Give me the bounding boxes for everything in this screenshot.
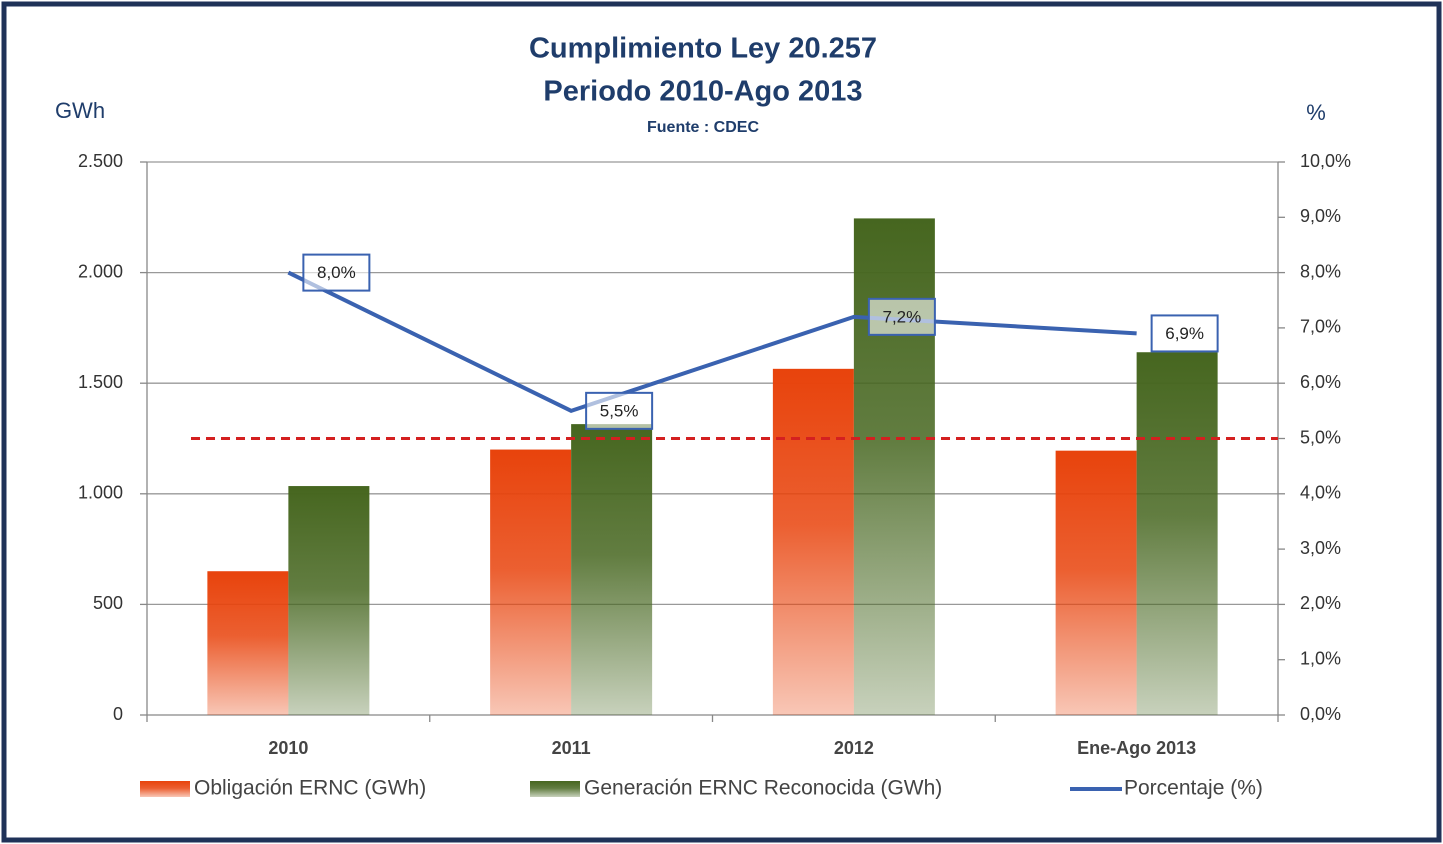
bar <box>1055 450 1137 715</box>
y2-tick-label: 2,0% <box>1300 593 1341 613</box>
bar <box>490 449 572 715</box>
data-label: 5,5% <box>600 401 639 420</box>
chart-subtitle: Fuente : CDEC <box>647 119 759 136</box>
legend-swatch <box>530 781 580 797</box>
y-tick-label: 2.000 <box>78 261 123 281</box>
y2-tick-label: 10,0% <box>1300 151 1351 171</box>
legend-swatch <box>140 781 190 797</box>
data-label: 8,0% <box>317 263 356 282</box>
line <box>287 270 1137 414</box>
bar <box>853 218 935 715</box>
y2-tick-label: 5,0% <box>1300 427 1341 447</box>
legend-label: Generación ERNC Reconocida (GWh) <box>584 777 942 800</box>
y2-axis-label: % <box>1306 100 1326 125</box>
y-tick-label: 1.000 <box>78 483 123 503</box>
chart-title: Periodo 2010-Ago 2013 <box>543 76 862 108</box>
y2-tick-label: 6,0% <box>1300 372 1341 392</box>
bar <box>288 486 370 715</box>
data-label: 7,2% <box>883 307 922 326</box>
data-label-box <box>302 253 371 292</box>
y-tick-label: 500 <box>93 593 123 613</box>
y2-tick-label: 7,0% <box>1300 317 1341 337</box>
x-tick-label: Ene-Ago 2013 <box>1077 738 1196 758</box>
x-tick-label: 2010 <box>268 738 308 758</box>
legend-label: Obligación ERNC (GWh) <box>194 777 426 800</box>
x-tick-label: 2011 <box>552 738 591 758</box>
y-axis-label: GWh <box>55 98 105 123</box>
y2-tick-label: 3,0% <box>1300 538 1341 558</box>
x-tick-label: 2012 <box>834 738 874 758</box>
y2-tick-label: 4,0% <box>1300 483 1341 503</box>
bar <box>1136 352 1218 715</box>
chart-title: Cumplimiento Ley 20.257 <box>529 33 877 65</box>
bar <box>571 424 653 715</box>
bar <box>207 571 289 715</box>
data-label-box <box>585 391 654 430</box>
y2-tick-label: 1,0% <box>1300 648 1341 668</box>
y-tick-label: 2.500 <box>78 151 123 171</box>
data-label-box <box>867 297 936 336</box>
data-label-box <box>1150 314 1219 353</box>
bar <box>772 368 854 715</box>
legend-label: Porcentaje (%) <box>1124 777 1263 800</box>
y-tick-label: 1.500 <box>78 372 123 392</box>
y2-tick-label: 8,0% <box>1300 261 1341 281</box>
y2-tick-label: 9,0% <box>1300 206 1341 226</box>
data-label: 6,9% <box>1165 324 1204 343</box>
y-tick-label: 0 <box>113 704 123 724</box>
y2-tick-label: 0,0% <box>1300 704 1341 724</box>
